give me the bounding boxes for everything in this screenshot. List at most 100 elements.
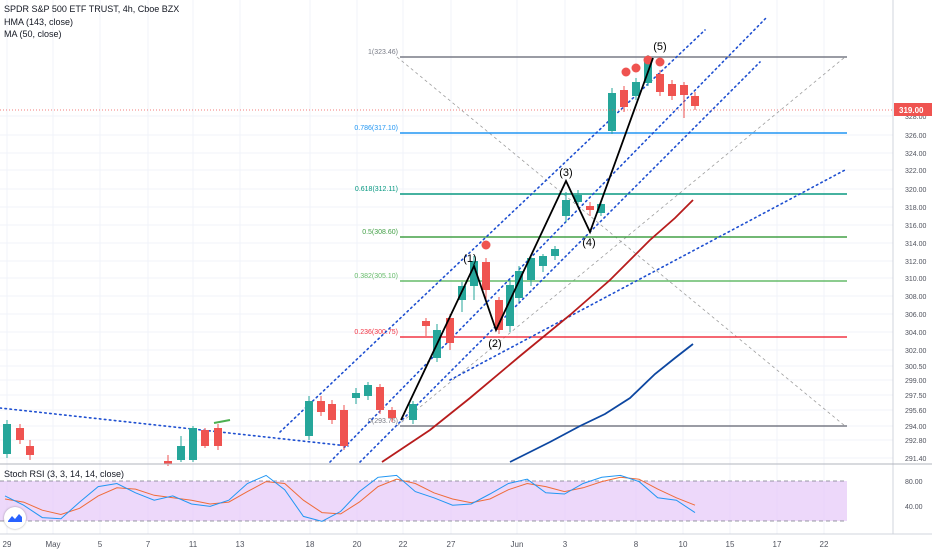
candle-body (3, 424, 11, 454)
candle-body (305, 401, 313, 436)
y-tick-label: 300.50 (905, 364, 927, 371)
y-tick-label: 318.00 (905, 205, 927, 212)
candle-body (177, 446, 185, 460)
moving-averages (381, 199, 694, 463)
candlesticks (0, 55, 893, 466)
y-tick-label: 328.00 (905, 114, 927, 121)
candle-body (328, 404, 336, 420)
candle-body (495, 300, 503, 330)
y-tick-label: 324.00 (905, 151, 927, 158)
x-tick-label: 7 (146, 540, 151, 549)
x-tick-label: 13 (236, 540, 245, 549)
chart-title: SPDR S&P 500 ETF TRUST, 4h, Cboe BZX (4, 4, 180, 14)
ma-line (509, 343, 694, 463)
y-tick-label: 310.00 (905, 276, 927, 283)
hma-line (381, 199, 694, 463)
candle-body (26, 446, 34, 455)
candle-body (16, 428, 24, 440)
y-tick-label: 312.00 (905, 259, 927, 266)
y-tick-label: 295.60 (905, 408, 927, 415)
fib-level-label: 0.5(308.60) (362, 229, 398, 236)
candle-body (597, 204, 605, 213)
fib-trendline (396, 56, 846, 427)
wave-label: (5) (653, 41, 666, 53)
x-tick-label: 5 (98, 540, 103, 549)
signal-dot (655, 57, 665, 67)
wave-label: (1) (463, 253, 476, 265)
y-tick-label: 326.00 (905, 133, 927, 140)
stoch-rsi-k-line (4, 474, 696, 522)
stoch-rsi-panel (0, 474, 847, 522)
fib-level-label: 0.618(312.11) (355, 186, 398, 193)
x-tick-label: 15 (726, 540, 735, 549)
candle-body (409, 404, 417, 420)
x-tick-label: 27 (447, 540, 456, 549)
trend-channels (0, 17, 846, 463)
y-tick-label: 302.00 (905, 348, 927, 355)
grid (0, 0, 893, 534)
stoch-rsi-d-line (4, 476, 696, 516)
signal-marker (213, 419, 231, 424)
current-price-tag (894, 103, 932, 116)
candle-body (164, 461, 172, 464)
y-tick-label: 314.00 (905, 241, 927, 248)
tradingview-logo-icon[interactable] (4, 507, 26, 529)
signal-dot (481, 240, 491, 250)
x-tick-label: 22 (399, 540, 408, 549)
candle-body (317, 401, 325, 412)
x-tick-label: 11 (189, 540, 198, 549)
candle-body (586, 206, 594, 210)
hma-legend[interactable]: HMA (143, close) (4, 17, 74, 27)
wave-label: (2) (488, 338, 501, 350)
candle-body (620, 90, 628, 107)
candle-body (691, 96, 699, 106)
fib-level-label: 0.236(300.75) (354, 329, 398, 336)
x-tick-label: 29 (3, 540, 12, 549)
x-tick-label: 20 (353, 540, 362, 549)
candle-body (446, 318, 454, 343)
candle-body (364, 385, 372, 396)
fib-level-label: 1(323.46) (368, 49, 398, 56)
channel-line (0, 407, 349, 447)
y-tick-label: 308.00 (905, 294, 927, 301)
y-tick-label: 316.00 (905, 223, 927, 230)
candle-body (388, 410, 396, 418)
candle-body (422, 321, 430, 326)
candle-body (201, 430, 209, 446)
candle-body (189, 428, 197, 460)
y-tick-label: 322.00 (905, 168, 927, 175)
rsi-level-label: 80.00 (905, 479, 923, 486)
x-tick-label: May (45, 540, 60, 549)
candle-body (539, 256, 547, 266)
candle-body (632, 82, 640, 96)
signal-dot (643, 55, 653, 65)
y-tick-label: 297.50 (905, 393, 927, 400)
wave-path (400, 57, 654, 421)
channel-line (329, 17, 767, 463)
channel-line (449, 169, 846, 381)
wave-label: (3) (559, 167, 572, 179)
ma-legend[interactable]: MA (50, close) (4, 29, 62, 39)
candle-body (608, 93, 616, 131)
candle-body (656, 74, 664, 92)
wave-label: (4) (582, 237, 595, 249)
candle-body (340, 410, 348, 446)
candle-body (506, 285, 514, 326)
x-tick-label: 22 (820, 540, 829, 549)
candle-body (482, 262, 490, 290)
y-tick-label: 299.00 (905, 378, 927, 385)
candle-body (562, 200, 570, 216)
x-tick-label: Jun (511, 540, 524, 549)
candle-body (515, 271, 523, 298)
rsi-level-label: 40.00 (905, 504, 923, 511)
fib-level-label: 0.382(305.10) (354, 273, 398, 280)
fib-level-label: 0(293.75) (368, 418, 398, 425)
y-tick-label: 294.00 (905, 424, 927, 431)
x-tick-label: 8 (634, 540, 639, 549)
y-tick-label: 306.00 (905, 312, 927, 319)
x-tick-label: 18 (306, 540, 315, 549)
stoch-rsi-legend[interactable]: Stoch RSI (3, 3, 14, 14, close) (4, 469, 125, 479)
elliott-wave: (1) (2) (3) (4) (5) (400, 41, 667, 421)
